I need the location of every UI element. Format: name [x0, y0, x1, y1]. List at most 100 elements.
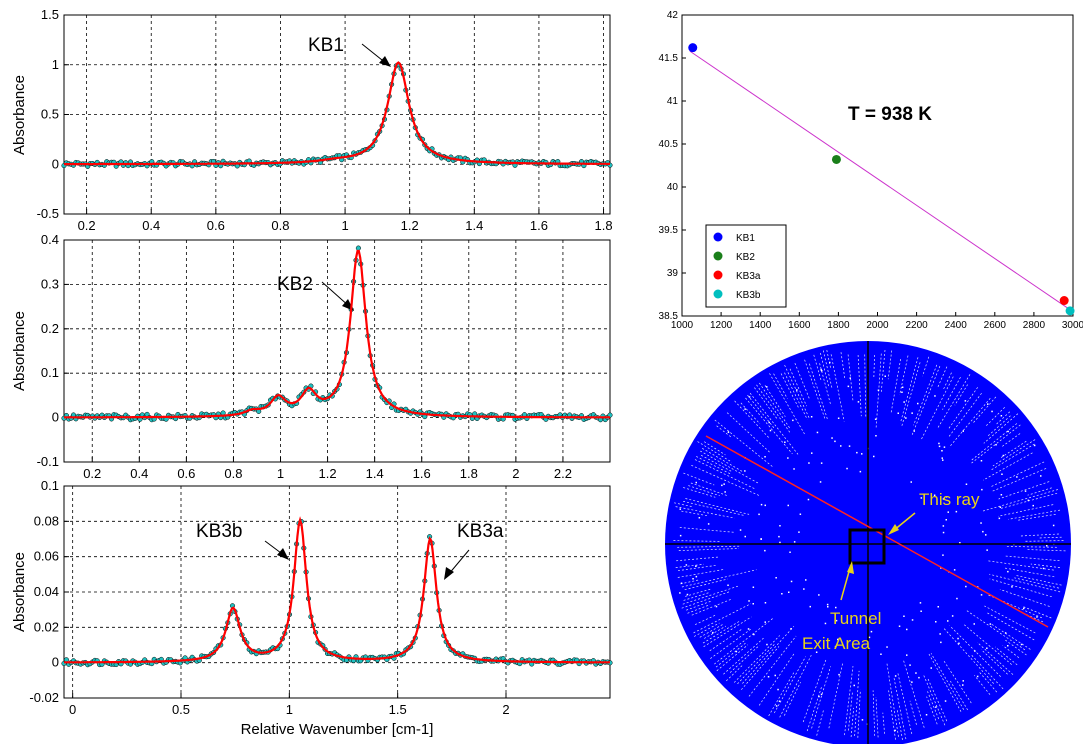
x-tick-label: 0.2	[78, 218, 96, 233]
kb1-arrow	[361, 43, 391, 67]
spoke-dot	[913, 430, 915, 432]
spoke-line	[694, 459, 756, 490]
spoke-dot	[982, 530, 984, 533]
spoke-line	[844, 666, 854, 736]
x-tick-label: 0.4	[142, 218, 160, 233]
y-tick-label: 0.2	[41, 321, 59, 336]
spoke-dot	[894, 729, 896, 732]
spoke-line	[789, 368, 807, 407]
spoke-line	[899, 355, 909, 395]
spoke-line	[813, 354, 822, 381]
spoke-dot	[986, 647, 988, 649]
spoke-line	[768, 672, 795, 717]
spoke-line	[996, 411, 1011, 425]
y-tick-label: 41.5	[659, 53, 679, 64]
spoke-line	[734, 400, 770, 439]
x-tick-label: 2600	[984, 320, 1007, 331]
spoke-line	[716, 425, 732, 438]
spoke-dot	[809, 605, 811, 608]
y-tick-label: 0.3	[41, 276, 59, 291]
y-tick-label: 39.5	[659, 225, 679, 236]
spoke-line	[986, 415, 1011, 438]
y-tick-label: 38.5	[659, 311, 679, 322]
linear-fit-line	[689, 50, 1074, 313]
spoke-line	[1008, 509, 1061, 520]
spoke-line	[989, 578, 1052, 598]
spoke-dot	[747, 628, 750, 630]
spoke-line	[784, 372, 808, 420]
exit-label-line2: Exit Area	[802, 634, 871, 653]
spoke-line	[780, 373, 800, 410]
kb1-y-ticks: -0.5 0 0.5 1 1.5	[37, 7, 69, 221]
spoke-dot	[810, 416, 813, 418]
spoke-dot	[877, 389, 880, 391]
spoke-line	[683, 487, 716, 498]
y-tick-label: 0	[52, 655, 59, 670]
spoke-dot	[723, 483, 725, 485]
spoke-line	[741, 646, 780, 690]
spoke-line	[690, 482, 728, 496]
kb1-fit-curve	[64, 61, 610, 166]
spoke-line	[715, 641, 748, 668]
spoke-line	[890, 359, 901, 415]
spoke-dot	[829, 361, 831, 364]
spoke-line	[729, 645, 760, 673]
spoke-dot	[964, 400, 967, 402]
spoke-line	[691, 598, 732, 616]
spoke-line	[913, 364, 938, 426]
spoke-line	[943, 660, 972, 704]
kb2-peak-label: KB2	[277, 274, 313, 295]
spoke-dot	[820, 369, 822, 371]
spoke-line	[896, 708, 903, 740]
legend-entry: KB3b	[736, 290, 761, 301]
spoke-dot	[911, 619, 914, 621]
y-tick-label: 42	[667, 10, 679, 21]
kb3a-peak-label: KB3a	[457, 521, 504, 542]
legend-marker	[713, 270, 723, 280]
spoke-line	[986, 612, 1035, 641]
x-tick-label: 1.2	[319, 466, 337, 481]
spoke-dot	[778, 535, 780, 538]
spoke-line	[1005, 555, 1060, 562]
spoke-line	[974, 675, 991, 695]
spoke-line	[999, 589, 1050, 607]
x-tick-label: 0.8	[271, 218, 289, 233]
spoke-line	[864, 354, 867, 418]
spoke-dot	[784, 441, 786, 443]
y-tick-label: 0.1	[41, 478, 59, 493]
spoke-dot	[744, 470, 746, 472]
spoke-line	[893, 676, 907, 740]
spoke-dot	[818, 594, 820, 596]
x-tick-label: 1200	[710, 320, 733, 331]
spoke-dot	[695, 565, 697, 567]
spoke-dot	[905, 417, 907, 419]
spoke-dot	[686, 593, 689, 596]
x-tick-label: 0.6	[177, 466, 195, 481]
spoke-dot	[835, 619, 838, 622]
spoke-dot	[824, 622, 827, 625]
x-tick-label: 0.4	[130, 466, 148, 481]
spoke-dot	[909, 664, 911, 666]
x-tick-label: 0	[69, 702, 76, 717]
x-tick-label: 1	[341, 218, 348, 233]
spoke-line	[983, 413, 1019, 444]
spoke-line	[704, 625, 726, 639]
x-tick-label: 0.2	[83, 466, 101, 481]
spoke-dot	[962, 680, 964, 682]
spoke-dot	[758, 513, 760, 516]
spoke-line	[943, 372, 952, 390]
spoke-line	[972, 396, 997, 424]
spoke-dot	[764, 549, 766, 552]
kb3b-arrow	[264, 540, 289, 560]
ray-label-arrow	[888, 512, 916, 535]
spoke-dot	[712, 631, 714, 634]
spoke-line	[749, 392, 799, 455]
spoke-dot	[790, 628, 792, 630]
spoke-line	[970, 423, 1018, 461]
legend-marker	[713, 251, 723, 261]
spoke-line	[675, 563, 704, 568]
spoke-dot	[777, 688, 779, 691]
kb3-fit-curve	[64, 516, 610, 664]
spoke-dot	[999, 506, 1002, 508]
spoke-line	[683, 500, 744, 516]
